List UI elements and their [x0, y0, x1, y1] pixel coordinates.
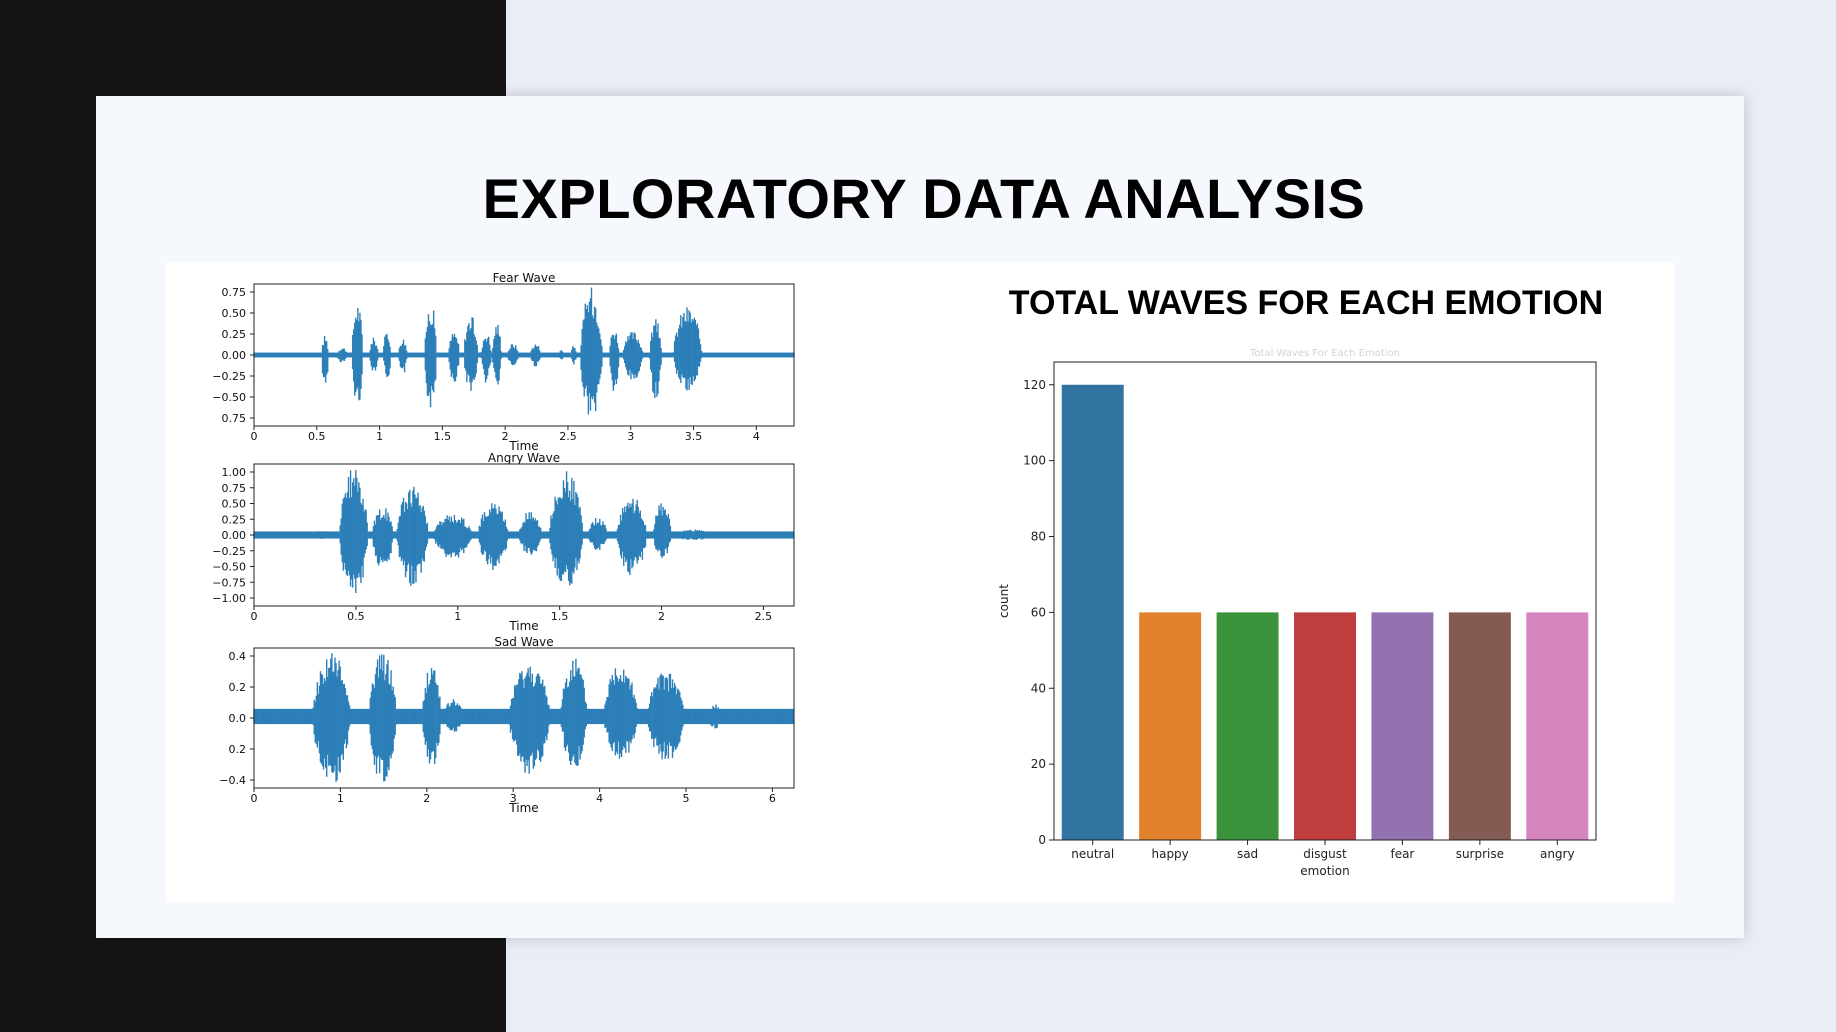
x-axis-label: Time: [508, 619, 538, 633]
y-tick-label: 100: [1023, 454, 1046, 468]
bar-neutral: [1061, 384, 1124, 840]
bar-chart-heading: TOTAL WAVES FOR EACH EMOTION: [1008, 284, 1604, 322]
y-tick-label: 0.25: [222, 328, 247, 341]
y-tick-label: 0.75: [222, 286, 247, 299]
bar-axes-frame: [1053, 361, 1597, 841]
y-axis-label: count: [997, 584, 1011, 618]
y-tick-label: −0.25: [212, 545, 246, 558]
bar-surprise: [1448, 612, 1511, 840]
x-tick-label: 1.5: [551, 610, 569, 623]
x-axis-label: Time: [508, 439, 538, 453]
y-tick-label: 1.00: [222, 466, 247, 479]
y-tick-label: 60: [1031, 605, 1046, 619]
waveform-signal: [253, 470, 794, 594]
waveform-signal: [253, 653, 794, 782]
x-tick-label: 0.5: [308, 430, 326, 443]
bar-happy: [1139, 612, 1202, 840]
x-tick-label: happy: [1151, 847, 1188, 861]
y-tick-label: 40: [1031, 681, 1046, 695]
y-tick-label: −0.50: [212, 561, 246, 574]
x-tick-label: 0: [251, 430, 258, 443]
y-tick-label: 0.50: [222, 307, 247, 320]
waveform-charts: Fear Wave0.750.500.250.00−0.25−0.500.750…: [212, 271, 795, 815]
x-tick-label: angry: [1540, 847, 1575, 861]
figure-area: Fear Wave 0.75 0.50 0.25 0.00 −0.25 −0.50 0.75 0…: [166, 262, 1674, 902]
waveform-panel-1: Fear Wave0.750.500.250.00−0.25−0.500.750…: [212, 271, 795, 453]
y-tick-label: −0.25: [212, 370, 246, 383]
y-tick-label: 0.75: [222, 412, 247, 425]
x-tick-label: 1: [454, 610, 461, 623]
waveform-title: Angry Wave: [488, 451, 560, 465]
x-tick-label: 3: [510, 792, 517, 805]
x-tick-label: 4: [596, 792, 603, 805]
x-tick-label: 6: [769, 792, 776, 805]
x-tick-label: 2.5: [755, 610, 773, 623]
x-tick-label: neutral: [1071, 847, 1114, 861]
y-tick-label: 0.00: [222, 349, 247, 362]
waveform-title: Sad Wave: [494, 635, 553, 649]
y-tick-label: 0.50: [222, 498, 247, 511]
y-tick-label: 80: [1031, 530, 1046, 544]
y-tick-label: 0.4: [229, 650, 247, 663]
x-tick-label: 0: [251, 792, 258, 805]
bar-angry: [1526, 612, 1589, 840]
x-tick-label: 2: [502, 430, 509, 443]
bar-chart-title: Total Waves For Each Emotion: [1249, 348, 1400, 359]
slide: EXPLORATORY DATA ANALYSIS Fear Wave 0.75 0…: [96, 96, 1744, 938]
x-tick-label: 1: [376, 430, 383, 443]
y-tick-label: 20: [1031, 757, 1046, 771]
x-tick-label: 1: [337, 792, 344, 805]
waveform-panel-3: Sad Wave 0.4 0.2 0.0 0.2 −0.4 0 1 2 3 4 5 6 Time: [219, 635, 795, 815]
waveform-panel-2: Angry Wave1.000.750.500.250.00−0.25−0.50…: [212, 451, 795, 633]
y-tick-label: −1.00: [212, 592, 246, 605]
y-tick-label: 0.25: [222, 513, 247, 526]
x-tick-label: 5: [683, 792, 690, 805]
x-tick-label: 3: [627, 430, 634, 443]
y-tick-label: 0.2: [229, 743, 247, 756]
y-tick-label: 0.75: [222, 482, 247, 495]
y-tick-label: 0: [1038, 833, 1046, 847]
waveform-signal: [253, 287, 795, 415]
y-tick-label: 120: [1023, 378, 1046, 392]
bar-sad: [1216, 612, 1279, 840]
bar-disgust: [1294, 612, 1356, 840]
y-tick-label: −0.75: [212, 576, 246, 589]
x-tick-label: 4: [753, 430, 760, 443]
x-tick-label: 3.5: [685, 430, 703, 443]
x-tick-label: fear: [1390, 847, 1414, 861]
y-tick-label: −0.4: [219, 774, 246, 787]
x-axis-label: emotion: [1300, 864, 1349, 878]
waveform-title: Fear Wave: [493, 271, 556, 285]
y-tick-label: 0.00: [222, 529, 247, 542]
x-tick-label: sad: [1237, 847, 1258, 861]
x-tick-label: 1.5: [434, 430, 452, 443]
y-tick-label: 0.2: [229, 681, 247, 694]
emotion-count-bar-chart: 0 20 40 60 80 100 120 neutral happy sad disgust fea…: [997, 348, 1597, 878]
x-tick-label: 0: [251, 610, 258, 623]
x-tick-label: disgust: [1303, 847, 1347, 861]
x-tick-label: 2: [658, 610, 665, 623]
y-tick-label: 0.0: [229, 712, 247, 725]
x-tick-label: surprise: [1456, 847, 1504, 861]
bar-fear: [1371, 612, 1434, 840]
slide-title: EXPLORATORY DATA ANALYSIS: [482, 167, 1366, 230]
x-axis-label: Time: [508, 801, 538, 815]
x-tick-label: 2: [423, 792, 430, 805]
x-tick-label: 2.5: [559, 430, 577, 443]
x-tick-label: 0.5: [347, 610, 365, 623]
y-tick-label: −0.50: [212, 391, 246, 404]
